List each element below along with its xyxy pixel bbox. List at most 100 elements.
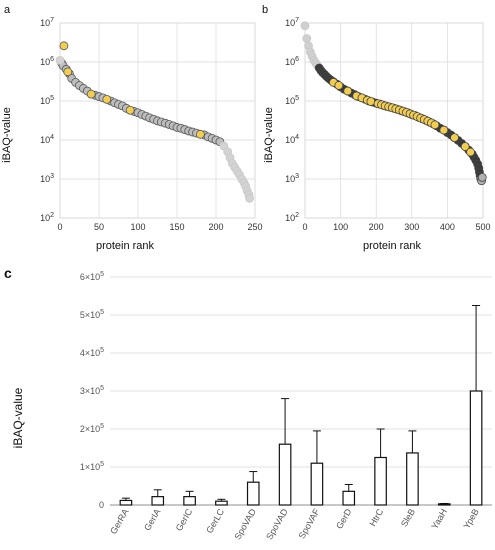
- x-tick-label: 100: [130, 222, 145, 232]
- data-point-yellow: [430, 120, 440, 130]
- y-tick-label: 107: [285, 17, 299, 28]
- y-tick-exponent: 5: [100, 309, 104, 316]
- y-tick-label: 6×105: [80, 271, 104, 282]
- data-point-yellow: [466, 147, 475, 157]
- x-tick-label: YpeB: [461, 507, 480, 530]
- data-point-light_gray: [245, 193, 254, 203]
- bar: [374, 456, 387, 506]
- bar: [342, 490, 356, 506]
- bar: [310, 462, 324, 506]
- y-tick-base: 10: [285, 135, 295, 145]
- data-point-yellow: [460, 142, 470, 151]
- y-tick-exponent: 5: [100, 461, 104, 468]
- x-tick-label: GerIA: [142, 507, 162, 532]
- y-tick-exponent: 4: [50, 134, 54, 141]
- x-tick-label: 0: [302, 222, 307, 232]
- y-tick-label: 106: [285, 56, 299, 67]
- y-tick-exponent: 5: [100, 271, 104, 278]
- data-point-yellow: [125, 105, 135, 115]
- bar: [183, 496, 196, 506]
- y-tick-base: 10: [285, 213, 295, 223]
- data-point-light_gray: [55, 55, 65, 65]
- bar: [151, 496, 165, 506]
- y-tick-label: 105: [40, 95, 54, 106]
- y-tick-mantissa: 3×10: [80, 386, 100, 396]
- y-tick-base: 10: [285, 96, 295, 106]
- data-point-yellow: [343, 86, 353, 96]
- data-point-yellow: [439, 125, 449, 135]
- y-tick-exponent: 5: [50, 95, 54, 102]
- data-point-light_gray: [300, 21, 310, 31]
- data-point-yellow: [195, 129, 205, 139]
- data-point-yellow: [450, 133, 459, 143]
- y-tick-label: 104: [285, 134, 299, 145]
- bar: [278, 443, 292, 506]
- bar: [119, 499, 133, 506]
- x-tick-label: HtrC: [367, 507, 385, 528]
- y-tick-label: 5×105: [80, 309, 104, 320]
- y-tick-exponent: 5: [100, 423, 104, 430]
- y-tick-base: 10: [40, 57, 50, 67]
- y-tick-base: 10: [285, 57, 295, 67]
- x-tick-label: GerRA: [108, 507, 130, 536]
- x-tick-label: GerD: [334, 507, 354, 531]
- x-tick-label: 250: [247, 222, 262, 232]
- data-point-yellow: [63, 67, 73, 77]
- y-tick-label: 106: [40, 56, 54, 67]
- data-point-light_gray: [302, 34, 312, 43]
- y-tick-exponent: 7: [50, 17, 54, 24]
- y-tick-label: 107: [40, 17, 54, 28]
- y-tick-label: 4×105: [80, 347, 104, 358]
- y-tick-exponent: 5: [295, 95, 299, 102]
- data-point-yellow: [334, 81, 344, 90]
- y-tick-exponent: 3: [295, 173, 299, 180]
- y-tick-label: 102: [40, 212, 54, 223]
- y-tick-mantissa: 4×10: [80, 348, 100, 358]
- panel-a-x-label: protein rank: [96, 240, 155, 252]
- data-point-yellow: [102, 94, 112, 104]
- y-tick-mantissa: 6×10: [80, 272, 100, 282]
- panel-b-letter: b: [262, 4, 268, 16]
- bar: [469, 390, 483, 506]
- y-tick-exponent: 5: [100, 385, 104, 392]
- y-tick-label: 1×105: [80, 461, 104, 472]
- y-tick-base: 10: [40, 135, 50, 145]
- x-tick-label: SpoVAF: [297, 507, 322, 541]
- y-tick-exponent: 6: [295, 56, 299, 63]
- bar: [437, 503, 451, 506]
- y-tick-label: 105: [285, 95, 299, 106]
- y-tick-base: 10: [40, 213, 50, 223]
- y-tick-label: 0: [99, 500, 104, 510]
- y-tick-exponent: 4: [295, 134, 299, 141]
- bar: [246, 481, 260, 506]
- x-tick-label: 50: [94, 222, 104, 232]
- x-tick-label: 100: [333, 222, 348, 232]
- x-tick-label: GerLC: [204, 507, 226, 535]
- y-tick-exponent: 2: [295, 212, 299, 219]
- y-tick-exponent: 7: [295, 17, 299, 24]
- y-tick-label: 102: [285, 212, 299, 223]
- panel-c-letter: c: [4, 265, 12, 281]
- y-tick-exponent: 2: [50, 212, 54, 219]
- panel-b-x-label: protein rank: [363, 240, 422, 252]
- y-tick-base: 10: [40, 96, 50, 106]
- x-tick-label: YaaH: [429, 507, 449, 531]
- y-tick-exponent: 3: [50, 173, 54, 180]
- data-point-yellow: [86, 89, 96, 99]
- data-point-yellow: [59, 41, 69, 51]
- x-tick-label: 0: [57, 222, 62, 232]
- x-tick-label: 500: [475, 222, 490, 232]
- y-tick-mantissa: 5×10: [80, 310, 100, 320]
- panel-a-y-label: iBAQ-value: [1, 107, 13, 163]
- bar: [406, 452, 419, 506]
- x-tick-label: SleB: [399, 507, 417, 528]
- plot-frame: [304, 22, 484, 219]
- bar: [215, 500, 228, 506]
- y-tick-base: 10: [285, 18, 295, 28]
- y-tick-label: 104: [40, 134, 54, 145]
- panel-b-y-label: iBAQ-value: [263, 107, 275, 163]
